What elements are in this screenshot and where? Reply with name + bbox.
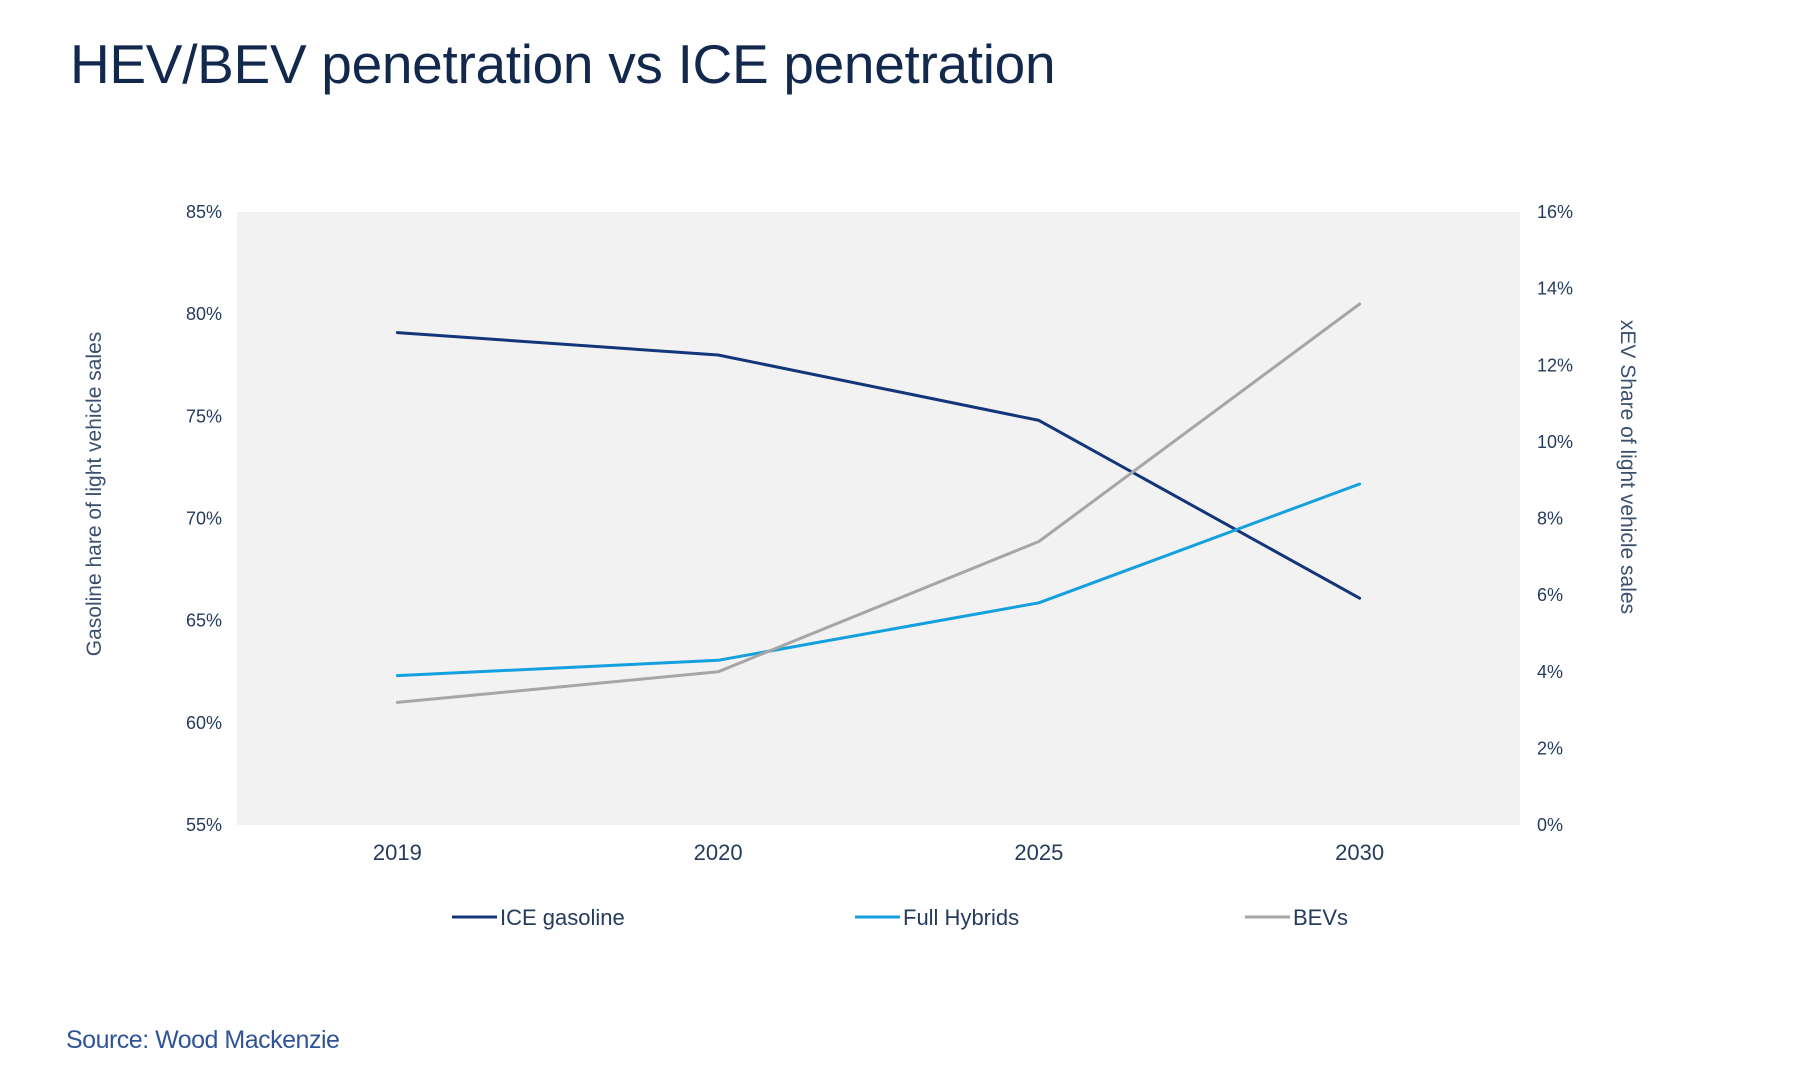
right-tick-label: 4% [1537, 662, 1563, 682]
left-tick-label: 60% [186, 713, 222, 733]
plot-area [237, 212, 1520, 825]
legend: ICE gasoline Full Hybrids BEVs [452, 905, 1348, 930]
legend-item: Full Hybrids [855, 905, 1019, 930]
left-axis: 55% 60% 65% 70% 75% 80% 85% [186, 202, 222, 835]
x-axis: 2019 2020 2025 2030 [373, 840, 1384, 865]
right-tick-label: 10% [1537, 432, 1573, 452]
right-tick-label: 8% [1537, 509, 1563, 529]
series-line-full-hybrids [395, 482, 1362, 678]
left-axis-title: Gasoline hare of light vehicle sales [83, 332, 106, 657]
series-line-ice-gasoline [395, 331, 1362, 600]
left-tick-label: 70% [186, 509, 222, 529]
series-lines [395, 302, 1362, 704]
legend-item: ICE gasoline [452, 905, 625, 930]
left-tick-label: 85% [186, 202, 222, 222]
right-axis: 0% 2% 4% 6% 8% 10% 12% 14% 16% [1537, 202, 1573, 835]
right-tick-label: 6% [1537, 585, 1563, 605]
legend-item: BEVs [1245, 905, 1348, 930]
right-tick-label: 12% [1537, 355, 1573, 375]
legend-label: BEVs [1293, 905, 1348, 930]
right-tick-label: 16% [1537, 202, 1573, 222]
right-tick-label: 14% [1537, 279, 1573, 299]
right-axis-title: xEV Share of light vehicle sales [1616, 320, 1639, 614]
source-note: Source: Wood Mackenzie [66, 1026, 340, 1054]
x-tick-label: 2020 [694, 840, 743, 865]
x-tick-label: 2025 [1014, 840, 1063, 865]
left-tick-label: 75% [186, 406, 222, 426]
left-tick-label: 55% [186, 815, 222, 835]
x-tick-label: 2019 [373, 840, 422, 865]
legend-label: Full Hybrids [903, 905, 1019, 930]
legend-label: ICE gasoline [500, 905, 625, 930]
right-tick-label: 0% [1537, 815, 1563, 835]
series-line-bevs [395, 302, 1362, 704]
left-tick-label: 80% [186, 304, 222, 324]
chart-title: HEV/BEV penetration vs ICE penetration [70, 33, 1056, 95]
right-tick-label: 2% [1537, 738, 1563, 758]
x-tick-label: 2030 [1335, 840, 1384, 865]
left-tick-label: 65% [186, 611, 222, 631]
